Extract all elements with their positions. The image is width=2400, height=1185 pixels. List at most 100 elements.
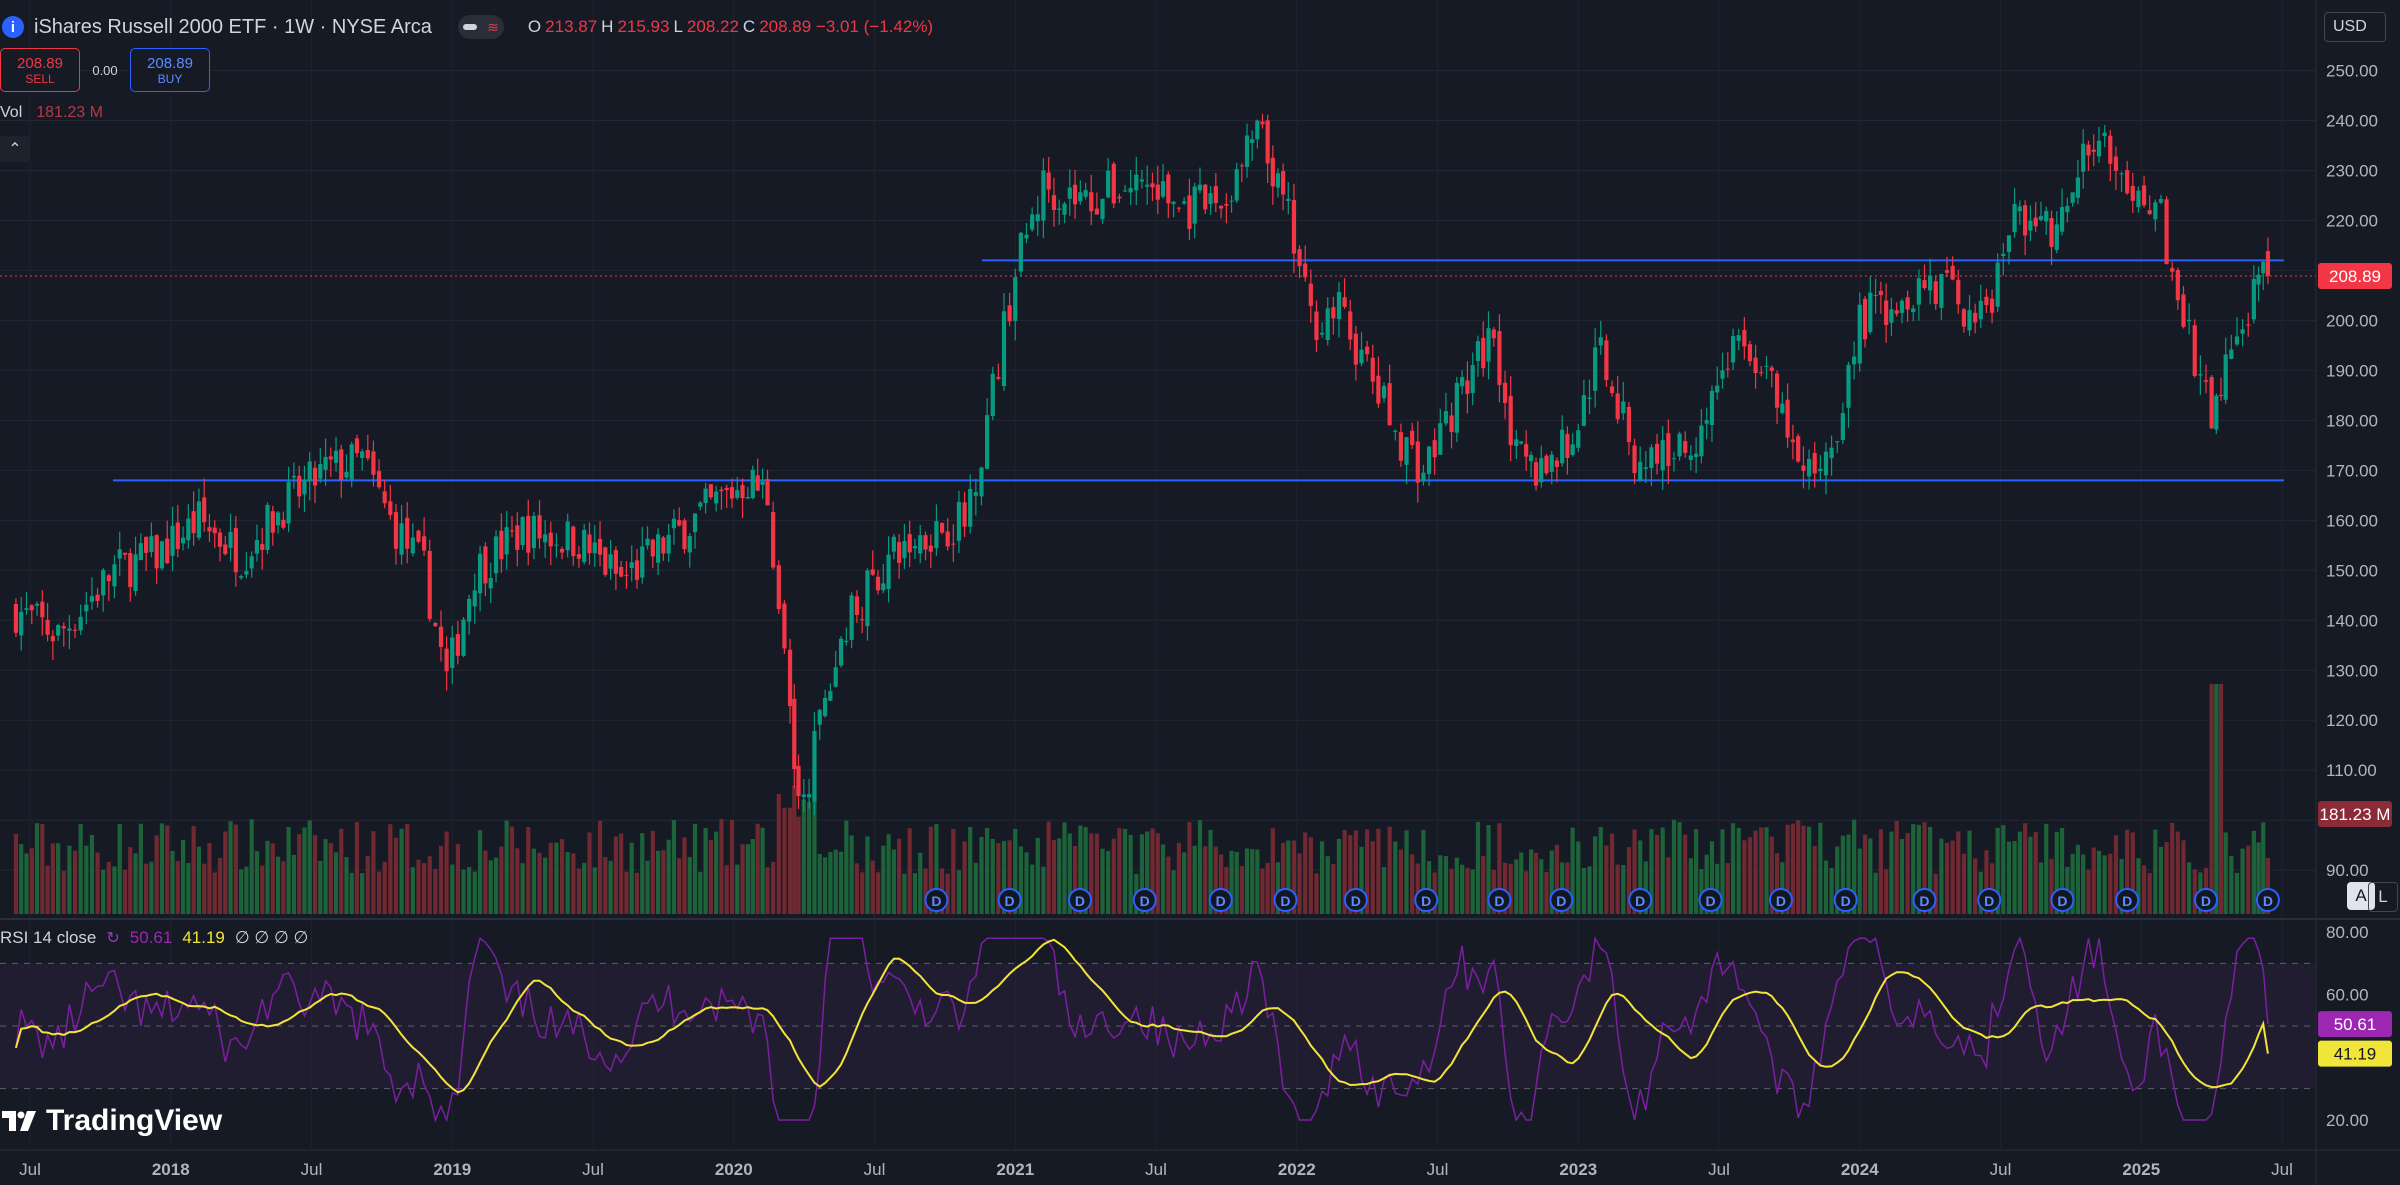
candle-body	[1899, 300, 1905, 313]
volume-bar	[782, 807, 787, 914]
log-scale-button[interactable]: L	[2368, 882, 2398, 912]
rsi-value-badge-bg	[2318, 1011, 2392, 1038]
low-value: 208.22	[686, 17, 739, 36]
candle-body	[1730, 336, 1736, 363]
info-icon[interactable]: i	[2, 16, 24, 38]
dividend-marker	[1833, 888, 1858, 912]
volume-bar	[1415, 863, 1420, 914]
volume-bar	[2001, 825, 2006, 914]
candle-body	[1415, 441, 1420, 483]
volume-bar	[2218, 684, 2224, 914]
volume-bar	[2113, 835, 2119, 914]
time-tick-label: 2023	[1559, 1160, 1597, 1179]
candle-body	[537, 515, 542, 539]
volume-bar	[1275, 862, 1281, 914]
candle-body	[1041, 170, 1046, 221]
volume-bar	[1742, 840, 1747, 914]
volume-bar	[1632, 829, 1637, 914]
volume-bar	[1454, 857, 1459, 914]
dividend-marker	[2193, 888, 2218, 912]
candle-body	[1709, 390, 1715, 425]
candle-body	[1528, 455, 1534, 462]
volume-bar	[907, 828, 912, 914]
candle-body	[1823, 451, 1829, 476]
volume-bar	[1660, 827, 1665, 914]
time-tick-label: 2019	[433, 1160, 471, 1179]
volume-bar	[1514, 859, 1519, 914]
rsi-legend[interactable]: RSI 14 close ↻ 50.61 41.19 ∅ ∅ ∅ ∅	[0, 928, 308, 948]
volume-bar	[1984, 850, 1989, 914]
volume-bar	[2209, 684, 2214, 914]
candle-body	[1801, 465, 1806, 471]
candle-body	[548, 532, 553, 547]
candle-body	[1790, 439, 1795, 443]
candle-body	[640, 546, 645, 578]
rsi-value-badge: 50.61	[2334, 1015, 2377, 1034]
candle-body	[154, 535, 159, 569]
volume-bar	[886, 834, 891, 914]
candle-body	[520, 517, 525, 545]
candle-body	[2175, 269, 2180, 301]
volume-bar	[45, 865, 50, 914]
candle-body	[318, 464, 323, 479]
volume-bar	[1465, 867, 1470, 914]
candle-body	[2096, 140, 2102, 157]
volume-bar	[1041, 866, 1046, 914]
candle-body	[1725, 368, 1730, 370]
candle-body	[149, 536, 154, 552]
volume-bar	[144, 863, 149, 914]
candle-body	[592, 542, 597, 554]
volume-bar	[504, 820, 509, 914]
volume-bar	[844, 820, 849, 914]
volume-bar	[1229, 850, 1234, 914]
candle-body	[1297, 249, 1302, 267]
candle-body	[191, 511, 196, 534]
candle-body	[2086, 144, 2091, 156]
volume-bar	[597, 820, 603, 914]
candle-body	[1381, 385, 1387, 399]
buy-button[interactable]: 208.89 BUY	[130, 48, 210, 92]
dividend-marker	[1208, 888, 1233, 912]
volume-bar	[719, 819, 724, 914]
candle-body	[985, 415, 990, 469]
rsi-line	[15, 935, 2269, 1123]
volume-legend[interactable]: Vol 181.23 M	[0, 104, 103, 122]
collapse-legend-button[interactable]: ⌃	[0, 136, 30, 162]
volume-bar	[112, 866, 117, 914]
tradingview-logo[interactable]: TradingView	[2, 1104, 222, 1138]
volume-bar	[918, 852, 923, 914]
candle-body	[483, 546, 488, 584]
volume-bar	[1166, 856, 1171, 914]
candle-body	[1862, 298, 1868, 340]
auto-scale-button[interactable]: A	[2347, 882, 2375, 910]
rsi-tick-label: 80.00	[2326, 923, 2369, 942]
candle-body	[1007, 305, 1012, 322]
price-badges: 208.89 181.23 M 50.61 41.19	[2318, 262, 2392, 1067]
volume-bar	[1128, 834, 1133, 914]
candle-body	[1514, 439, 1519, 447]
currency-selector[interactable]: USD	[2324, 12, 2386, 42]
refresh-icon[interactable]: ↻	[106, 930, 120, 947]
volume-bar	[56, 843, 61, 914]
dividend-marker-label: D	[1919, 893, 1929, 909]
volume-bar	[1796, 820, 1801, 914]
volume-bar	[106, 861, 111, 914]
volume-bar	[1774, 853, 1780, 914]
candle-body	[1873, 294, 1878, 296]
symbol-legend: i iShares Russell 2000 ETF · 1W · NYSE A…	[0, 12, 933, 42]
series-visibility-toggle[interactable]: ≋	[457, 15, 504, 39]
candle-body	[1508, 395, 1513, 446]
volume-bar	[1381, 866, 1387, 914]
sell-button[interactable]: 208.89 SELL	[0, 48, 80, 92]
candle-body	[312, 467, 318, 486]
candle-body	[1139, 179, 1145, 182]
symbol-title[interactable]: iShares Russell 2000 ETF · 1W · NYSE Arc…	[34, 15, 432, 38]
rsi-ma-line	[14, 938, 2269, 1094]
volume-bar	[2049, 859, 2054, 914]
volume-bar	[902, 873, 907, 914]
candle-body	[807, 794, 812, 798]
candle-body	[101, 570, 106, 596]
candle-body	[1308, 283, 1313, 306]
candle-body	[2187, 319, 2192, 322]
